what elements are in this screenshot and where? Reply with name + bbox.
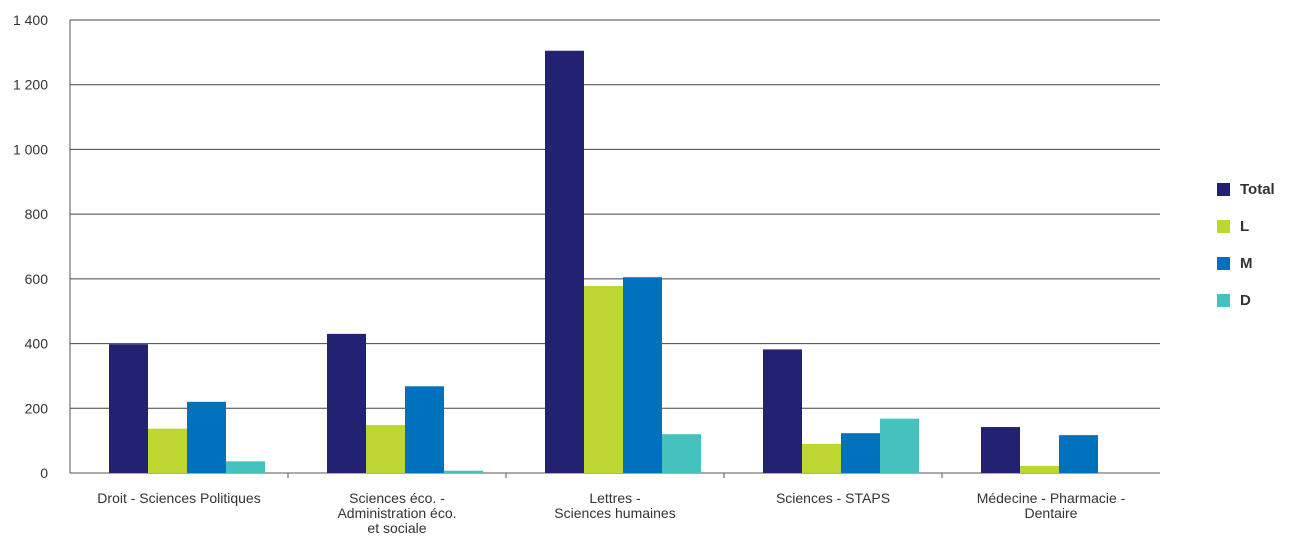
y-tick-label: 400 (25, 336, 49, 352)
legend-swatch-total (1217, 183, 1230, 196)
y-tick-label: 1 400 (13, 12, 48, 28)
x-category-label: Droit - Sciences Politiques (97, 490, 260, 506)
legend-item-total: Total (1217, 177, 1275, 202)
y-tick-label: 1 200 (13, 77, 48, 93)
bar (623, 277, 662, 473)
legend-label-total: Total (1240, 181, 1275, 198)
bar (841, 433, 880, 473)
bar (327, 333, 366, 473)
x-category-label-line: Sciences éco. - (349, 490, 445, 506)
x-category-label-line: Sciences humaines (554, 505, 675, 521)
bar (545, 50, 584, 473)
bar (1020, 465, 1059, 473)
legend-swatch-m (1217, 257, 1230, 270)
x-category-label: Sciences - STAPS (776, 490, 890, 506)
x-category-label: Lettres -Sciences humaines (554, 490, 675, 521)
y-tick-label: 200 (25, 400, 49, 416)
legend-label-l: L (1240, 218, 1250, 235)
bar (584, 285, 623, 473)
legend-item-d: D (1217, 288, 1275, 313)
bar (981, 427, 1020, 473)
x-category-label-line: Droit - Sciences Politiques (97, 490, 260, 506)
bar (187, 401, 226, 473)
y-tick-label: 1 000 (13, 141, 48, 157)
y-tick-label: 600 (25, 271, 49, 287)
x-category-label-line: et sociale (367, 520, 426, 536)
y-tick-label: 0 (40, 465, 48, 481)
x-category-label-line: Sciences - STAPS (776, 490, 890, 506)
x-category-label-line: Dentaire (1025, 505, 1078, 521)
legend-swatch-d (1217, 294, 1230, 307)
bar (226, 461, 265, 473)
legend-label-d: D (1240, 292, 1251, 309)
x-category-label-line: Lettres - (589, 490, 641, 506)
bar (662, 434, 701, 473)
legend-item-l: L (1217, 214, 1275, 239)
bar (405, 386, 444, 473)
bar (366, 425, 405, 473)
bar (444, 470, 483, 473)
y-tick-label: 800 (25, 206, 49, 222)
bar (763, 349, 802, 473)
legend: Total L M D (1217, 177, 1275, 325)
legend-swatch-l (1217, 220, 1230, 233)
x-category-label: Sciences éco. -Administration éco. et soc… (337, 490, 456, 536)
x-category-label-line: Administration éco. (337, 505, 456, 521)
x-category-label-line: Médecine - Pharmacie - (977, 490, 1126, 506)
bar (802, 443, 841, 473)
x-category-label: Médecine - Pharmacie -Dentaire (977, 490, 1126, 521)
bar (1059, 435, 1098, 473)
bar (880, 418, 919, 473)
legend-item-m: M (1217, 251, 1275, 276)
bar (109, 344, 148, 473)
bar (148, 428, 187, 473)
legend-label-m: M (1240, 255, 1253, 272)
